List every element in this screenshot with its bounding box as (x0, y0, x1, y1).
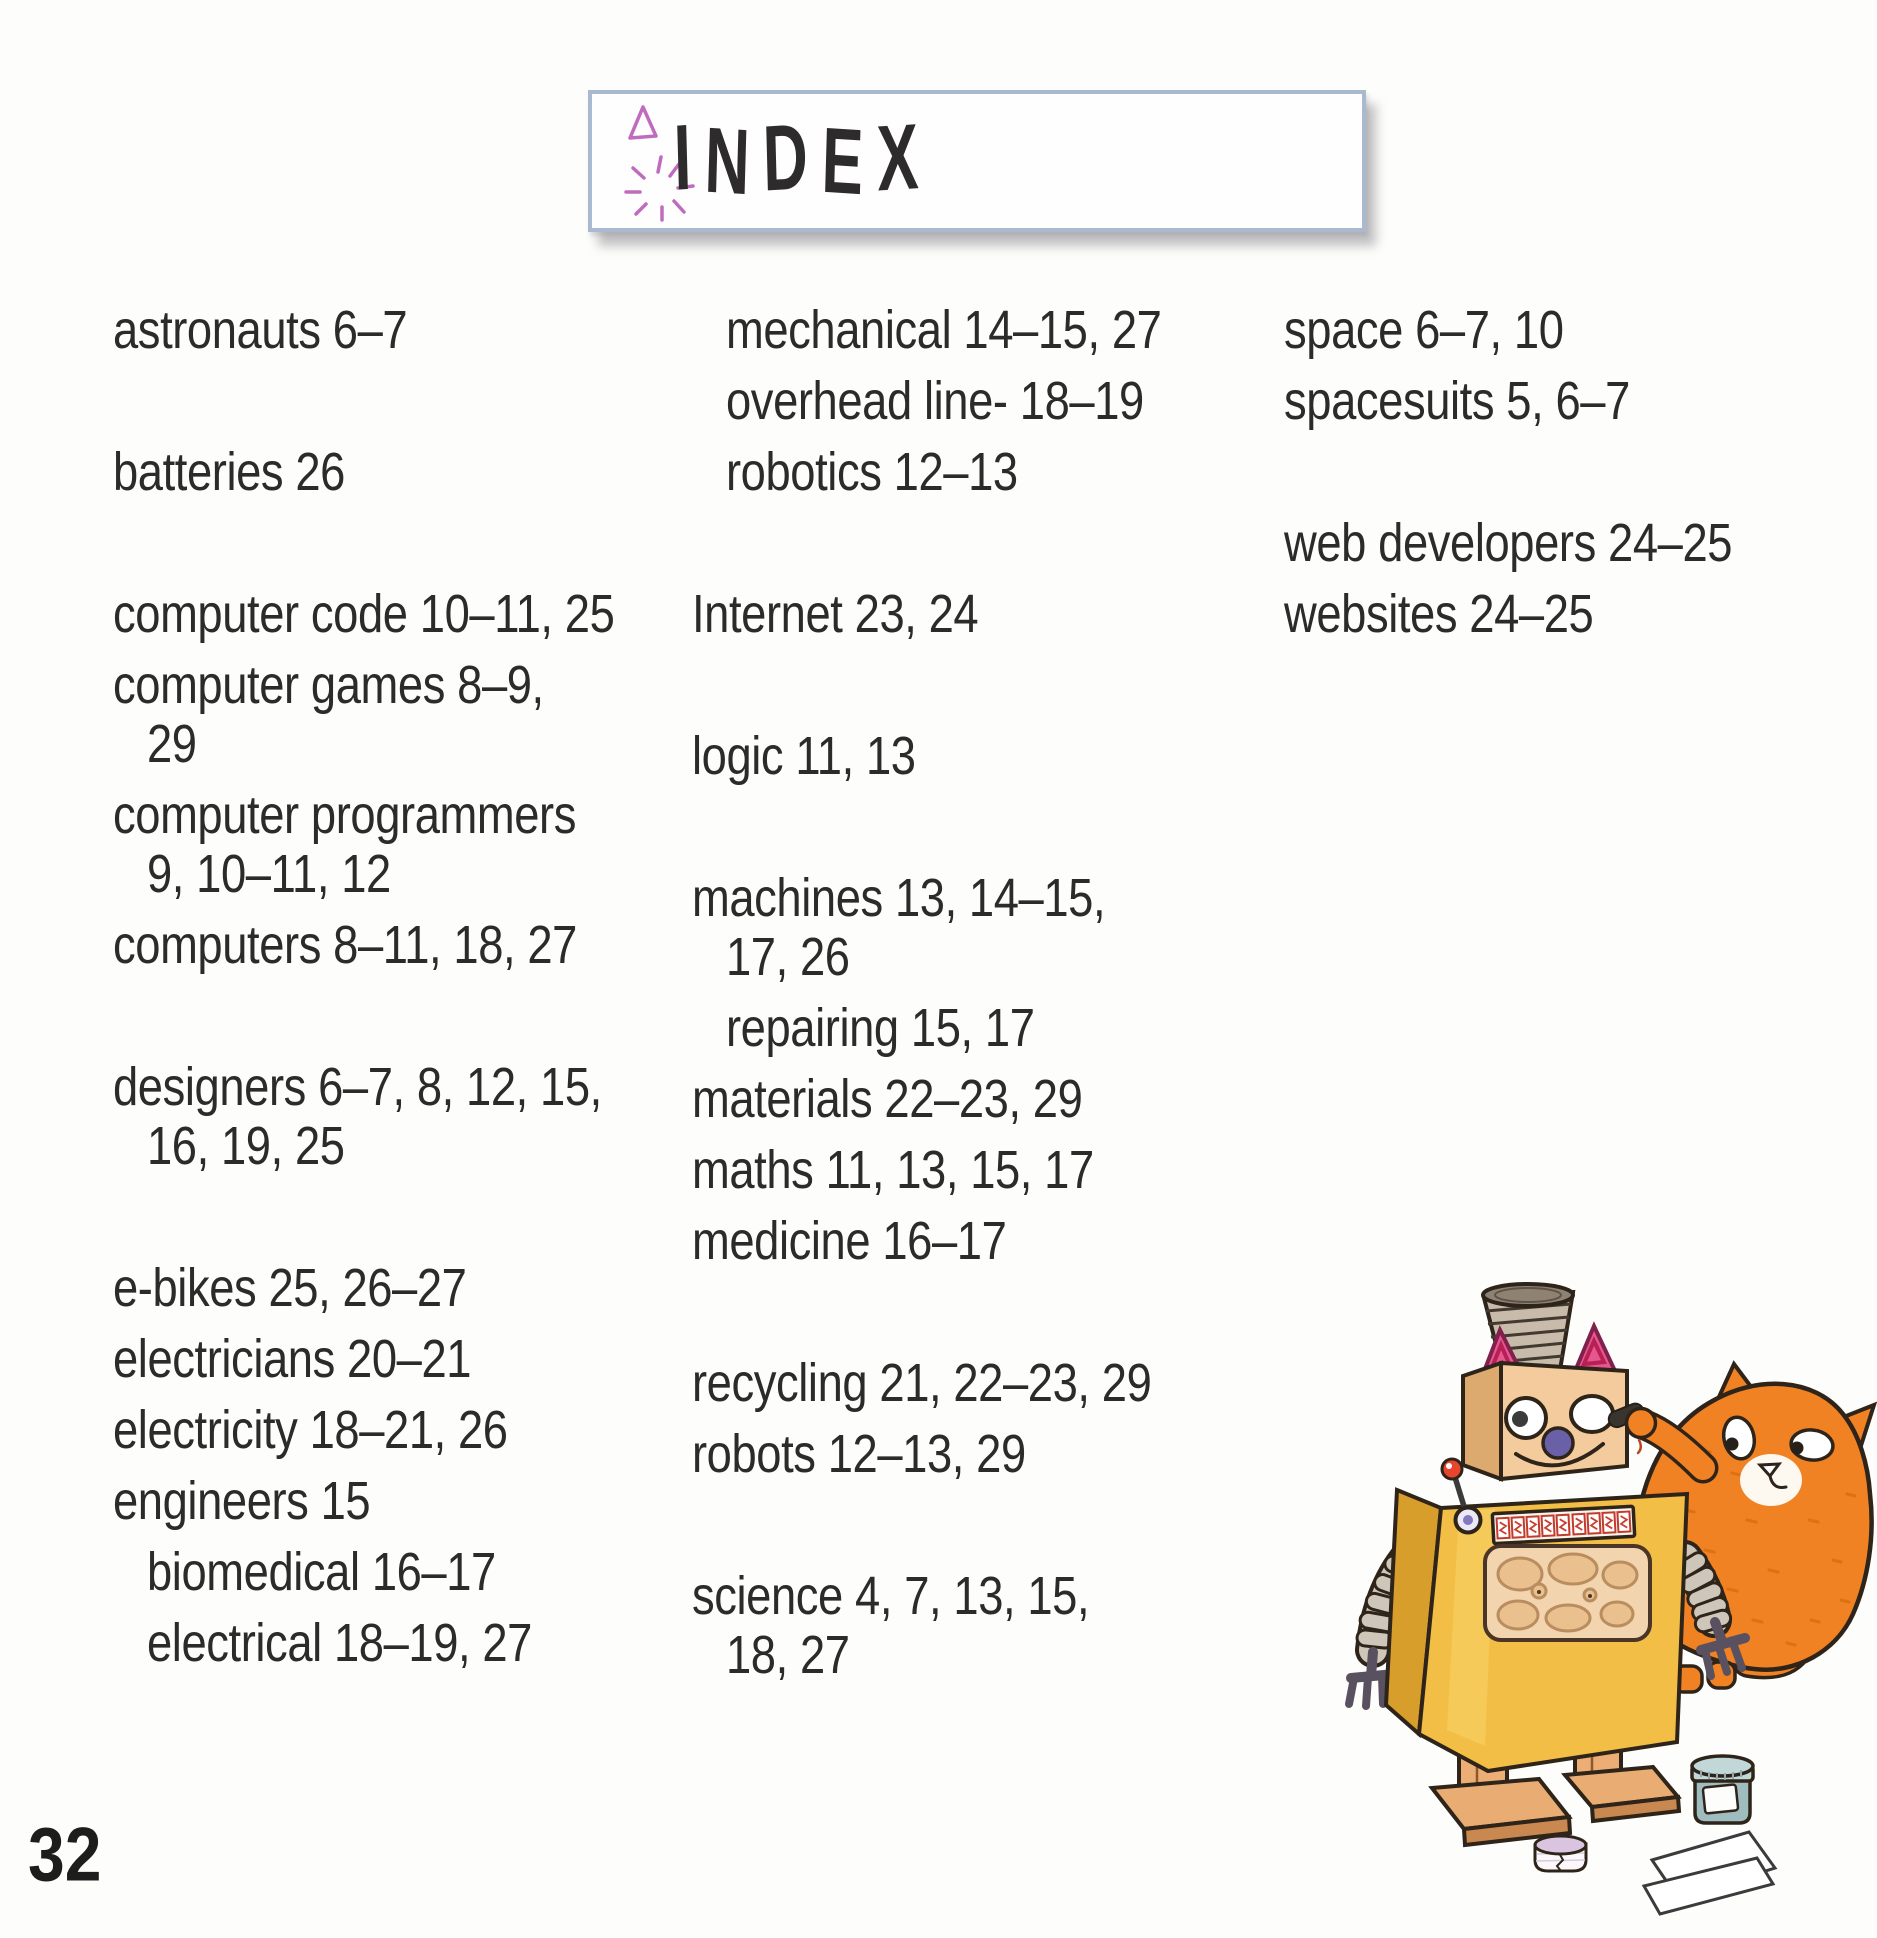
button-strip (1490, 1504, 1637, 1546)
index-entry: computer games 8–9, (113, 655, 544, 715)
index-entry-continuation: 29 (147, 714, 197, 774)
index-entry: robots 12–13, 29 (692, 1424, 1026, 1484)
index-entry-continuation: 16, 19, 25 (147, 1116, 345, 1176)
index-entry: biomedical 16–17 (147, 1542, 496, 1602)
index-entry: medicine 16–17 (692, 1211, 1007, 1271)
robot-head-side (1461, 1360, 1503, 1482)
robot-and-cat-illustration (1345, 1282, 1877, 1916)
index-entry: e-bikes 25, 26–27 (113, 1258, 467, 1318)
index-entry-continuation: 18, 27 (726, 1625, 850, 1685)
paint-jar (1690, 1754, 1755, 1825)
toggle-switch (1440, 1457, 1483, 1535)
index-entry: robotics 12–13 (726, 442, 1018, 502)
index-entry: computers 8–11, 18, 27 (113, 915, 577, 975)
index-entry: designers 6–7, 8, 12, 15, (113, 1057, 602, 1117)
cat-eyes (1721, 1415, 1835, 1462)
index-entry-continuation: 9, 10–11, 12 (147, 844, 391, 904)
cat-nose (1756, 1462, 1783, 1479)
paper-sheets (1641, 1830, 1778, 1916)
index-entry: machines 13, 14–15, (692, 868, 1106, 928)
index-entry: logic 11, 13 (692, 726, 916, 786)
egg-carton-panel (1483, 1544, 1652, 1642)
index-entry: materials 22–23, 29 (692, 1069, 1083, 1129)
index-entry: electricity 18–21, 26 (113, 1400, 508, 1460)
index-entry: electricians 20–21 (113, 1329, 472, 1389)
purple-nose (1541, 1426, 1575, 1460)
robot (1345, 1282, 1750, 1848)
index-entry: overhead line- 18–19 (726, 371, 1144, 431)
index-entry: mechanical 14–15, 27 (726, 300, 1162, 360)
index-entry: space 6–7, 10 (1284, 300, 1564, 360)
index-entry-continuation: 17, 26 (726, 927, 850, 987)
cat-mouth (1768, 1474, 1788, 1489)
robot-face (1504, 1394, 1615, 1468)
starburst-doodle (624, 155, 695, 222)
index-entry: electrical 18–19, 27 (147, 1613, 532, 1673)
fork-hand-right (1696, 1617, 1750, 1680)
page-number: 32 (28, 1811, 102, 1897)
googly-eye-right (1569, 1394, 1615, 1434)
cat-arm-with-marker (1607, 1402, 1719, 1484)
index-title-banner: INDEX (588, 90, 1366, 232)
index-entry: Internet 23, 24 (692, 584, 979, 644)
index-entry: web developers 24–25 (1284, 513, 1733, 573)
triangle-doodle (628, 105, 658, 140)
index-entry: recycling 21, 22–23, 29 (692, 1353, 1152, 1413)
index-entry: astronauts 6–7 (113, 300, 408, 360)
cat-paw (1624, 1406, 1658, 1440)
index-entry: science 4, 7, 13, 15, (692, 1566, 1090, 1626)
index-entry: maths 11, 13, 15, 17 (692, 1140, 1094, 1200)
index-entry: websites 24–25 (1284, 584, 1594, 644)
tape-roll (1533, 1834, 1588, 1873)
index-entry: batteries 26 (113, 442, 345, 502)
robot-smile (1514, 1442, 1605, 1468)
page-title: INDEX (672, 104, 934, 217)
index-entry: repairing 15, 17 (726, 998, 1035, 1058)
robot-feet (1428, 1764, 1682, 1848)
index-entry: computer programmers (113, 785, 576, 845)
pink-doodles (624, 105, 695, 222)
index-entry: spacesuits 5, 6–7 (1284, 371, 1630, 431)
index-entry: engineers 15 (113, 1471, 371, 1531)
index-entry: computer code 10–11, 25 (113, 584, 615, 644)
